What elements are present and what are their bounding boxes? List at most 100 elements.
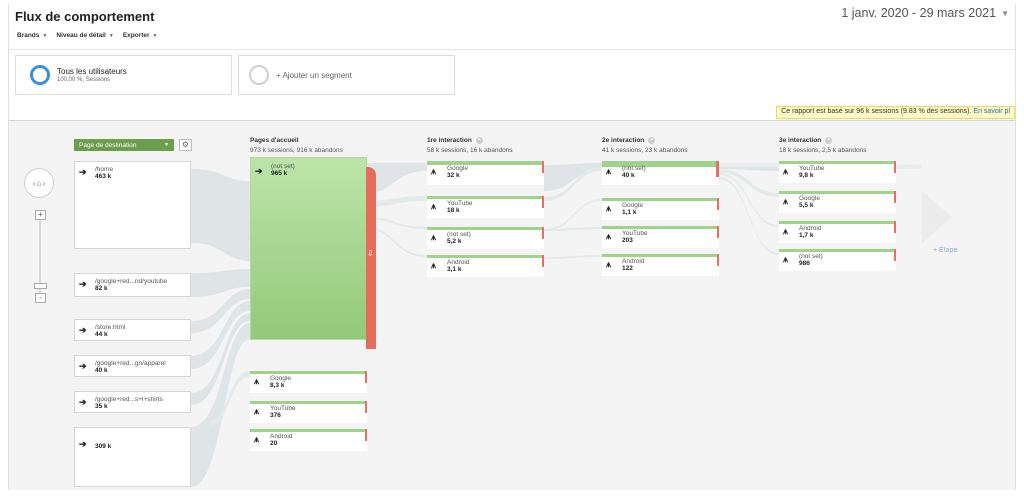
dropoff-arrow-icon: ⇩: [367, 249, 374, 258]
export-menu[interactable]: Exporter ▼: [123, 32, 158, 39]
node-label: Android: [270, 433, 293, 440]
interaction-node[interactable]: ⩚ Android 122: [602, 254, 719, 276]
person-icon: ⩚: [431, 166, 437, 176]
landing-node[interactable]: ⩚ YouTube 376: [250, 401, 367, 423]
segment-ring-icon: [30, 65, 50, 85]
node-value: 20: [270, 440, 278, 447]
person-icon: ⩚: [606, 203, 612, 213]
flow-canvas[interactable]: ‹ ⌂ › + - Page de destination ▼ ⚙ Pages …: [9, 120, 1015, 490]
node-label: Android: [799, 225, 822, 232]
detail-level-menu[interactable]: Niveau de détail ▼: [56, 32, 113, 39]
destination-node[interactable]: ➔ /google+red...gn/apparel 40 k: [74, 355, 191, 377]
dropoff-bar[interactable]: ⇩: [366, 167, 376, 349]
node-value: 18 k: [447, 207, 460, 214]
person-icon: ⩚: [606, 231, 612, 241]
chevron-down-icon: ▼: [42, 32, 48, 39]
node-value: 40 k: [622, 172, 635, 179]
date-range-picker[interactable]: 1 janv. 2020 - 29 mars 2021 ▼: [841, 6, 1009, 20]
column-title: 2e interaction: [602, 137, 645, 144]
dropoff-bar: [894, 161, 896, 173]
add-segment-button[interactable]: + Ajouter un segment: [238, 55, 455, 95]
traffic-bar: [427, 196, 544, 199]
add-step-arrow-icon[interactable]: [922, 191, 952, 243]
dropoff-bar: [542, 255, 544, 267]
interaction-node[interactable]: ⩚ Google 1,1 k: [602, 198, 719, 220]
node-value: 44 k: [95, 331, 108, 338]
node-value: 82 k: [95, 285, 108, 292]
interaction-node[interactable]: ⩚ (not set) 986: [779, 249, 896, 271]
destination-node[interactable]: ➔ /store.html 44 k: [74, 319, 191, 341]
zoom-slider-handle[interactable]: [34, 283, 47, 289]
column-title: 1re interaction: [427, 137, 472, 144]
close-icon[interactable]: ×: [648, 137, 656, 144]
node-value: 9,8 k: [799, 172, 814, 179]
node-value: 5,2 k: [447, 238, 462, 245]
learn-more-link[interactable]: En savoir pl: [973, 108, 1010, 115]
traffic-bar: [250, 429, 367, 432]
interaction-node[interactable]: ⩚ YouTube 203: [602, 226, 719, 248]
dimension-select[interactable]: Page de destination ▼: [74, 139, 174, 151]
landing-node[interactable]: ⩚ Android 20: [250, 429, 367, 451]
interaction-node[interactable]: ⩚ (not set) 40 k: [602, 161, 719, 185]
column-header-interaction-1: 1re interaction × 58 k sessions, 16 k aba…: [427, 137, 513, 154]
empty-segment-ring-icon: [249, 65, 269, 85]
node-label: Google: [447, 165, 468, 172]
person-icon: ⩚: [431, 260, 437, 270]
pan-control[interactable]: ‹ ⌂ ›: [24, 168, 54, 198]
node-value: 463 k: [95, 173, 112, 180]
add-step-button[interactable]: + Étape: [933, 247, 958, 254]
interaction-node[interactable]: ⩚ YouTube 9,8 k: [779, 161, 896, 183]
header-divider: [9, 49, 1015, 50]
pan-right-icon[interactable]: ›: [42, 178, 46, 188]
redirect-arrow-icon: ➔: [79, 439, 87, 449]
close-icon[interactable]: ×: [475, 137, 483, 144]
node-value: 309 k: [95, 443, 112, 450]
node-label: Google: [270, 375, 291, 382]
dropoff-bar: [894, 191, 896, 203]
dropoff-bar: [717, 254, 719, 266]
node-label: /home: [95, 166, 114, 173]
interaction-node[interactable]: ⩚ Google 32 k: [427, 161, 544, 185]
landing-node-main[interactable]: ➔ (not set) 965 k: [250, 157, 367, 340]
traffic-bar: [427, 255, 544, 258]
column-stats: 58 k sessions, 16 k abandons: [427, 147, 513, 154]
segment-subtitle: 100,00 %, Sessions: [57, 77, 111, 83]
zoom-in-button[interactable]: +: [35, 210, 46, 220]
date-range-label: 1 janv. 2020 - 29 mars 2021: [841, 6, 997, 20]
zoom-out-button[interactable]: -: [35, 293, 46, 303]
destination-node[interactable]: ➔ 309 k: [74, 427, 191, 487]
node-value: 8,3 k: [270, 382, 285, 389]
detail-level-menu-label: Niveau de détail: [56, 32, 106, 39]
destination-node[interactable]: ➔ /google+red...nd/youtube 82 k: [74, 273, 191, 297]
brands-menu[interactable]: Brands ▼: [17, 32, 47, 39]
gear-icon[interactable]: ⚙: [179, 139, 192, 151]
node-value: 986: [799, 260, 810, 267]
dropoff-bar: [365, 401, 367, 413]
dropoff-bar: [894, 249, 896, 261]
destination-node[interactable]: ➔ /google+red...s+l+shirts 35 k: [74, 391, 191, 413]
home-icon[interactable]: ⌂: [36, 178, 42, 188]
interaction-node[interactable]: ⩚ Google 5,5 k: [779, 191, 896, 213]
segment-all-users[interactable]: Tous les utilisateurs 100,00 %, Sessions: [15, 55, 232, 95]
interaction-node[interactable]: ⩚ (not set) 5,2 k: [427, 227, 544, 249]
chevron-down-icon: ▼: [152, 32, 158, 39]
landing-node[interactable]: ⩚ Google 8,3 k: [250, 371, 367, 393]
node-label: /google+red...s+l+shirts: [95, 396, 163, 403]
person-icon: ⩚: [783, 254, 789, 264]
node-value: 40 k: [95, 367, 108, 374]
interaction-node[interactable]: ⩚ Android 3,1 k: [427, 255, 544, 277]
person-icon: ⩚: [431, 232, 437, 242]
person-icon: ⩚: [783, 166, 789, 176]
traffic-bar: [779, 161, 896, 164]
interaction-node[interactable]: ⩚ YouTube 18 k: [427, 196, 544, 218]
pan-left-icon[interactable]: ‹: [32, 178, 36, 188]
dropoff-bar: [542, 196, 544, 208]
column-header-interaction-3: 3e interaction × 18 k sessions, 2,5 k aba…: [779, 137, 866, 154]
dropoff-bar: [716, 161, 719, 177]
column-title: 3e interaction: [779, 137, 822, 144]
close-icon[interactable]: ×: [825, 137, 833, 144]
interaction-node[interactable]: ⩚ Android 1,7 k: [779, 221, 896, 243]
zoom-slider[interactable]: [39, 216, 41, 296]
destination-node[interactable]: ➔ /home 463 k: [74, 161, 191, 249]
node-value: 203: [622, 237, 633, 244]
